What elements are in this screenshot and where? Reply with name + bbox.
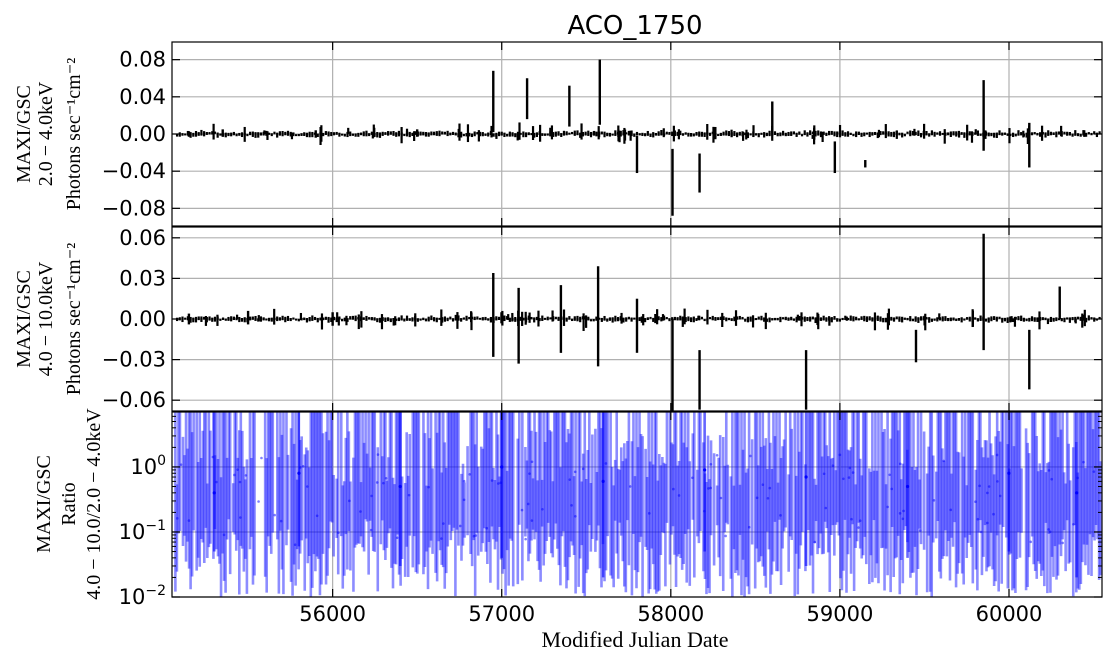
- y-tick-label: 0.04: [119, 85, 166, 109]
- panel-frame: [171, 411, 1103, 598]
- data-point-marker: [297, 471, 301, 475]
- y-tick-label: 10−2: [119, 583, 166, 609]
- ratio-background-points: [175, 453, 1096, 547]
- panel-bottom-ratio: 10−2 10−1 100 56000 57000 58000 59000 60000 MAXI…: [33, 408, 1103, 626]
- y-tick-label: 0.08: [119, 48, 166, 72]
- data-point-marker: [500, 465, 504, 469]
- y-axis-label: Photons sec⁻¹cm⁻²: [63, 243, 85, 396]
- data-point-marker: [804, 475, 808, 479]
- y-tick-label: −0.08: [102, 196, 166, 220]
- y-tick-label: −0.03: [102, 348, 166, 372]
- y-axis-label: 2.0 − 4.0keV: [35, 81, 57, 186]
- y-tick-label: 0.00: [119, 307, 166, 331]
- x-tick-label: 57000: [468, 602, 535, 626]
- background-measurements: [175, 122, 1101, 146]
- x-tick-label: 58000: [637, 602, 704, 626]
- y-axis-label: MAXI/GSC: [13, 85, 35, 183]
- y-tick-label: 10−1: [119, 518, 166, 544]
- panel-top-2-4kev: −0.08 −0.04 0.00 0.04 0.08 MAXI/GSC 2.0 − 4.0k…: [13, 41, 1103, 227]
- chart-title: ACO_1750: [567, 11, 702, 41]
- y-axis-label: Ratio: [58, 482, 80, 525]
- y-tick-label: 0.06: [119, 226, 166, 250]
- x-tick-label: 59000: [807, 602, 874, 626]
- y-axis-label: 4.0 − 10.0keV: [35, 261, 57, 376]
- y-axis-label: MAXI/GSC: [13, 270, 35, 368]
- data-point-marker: [1075, 491, 1079, 495]
- y-axis-label: Photons sec⁻¹cm⁻²: [63, 58, 85, 211]
- y-tick-label: −0.06: [102, 388, 166, 412]
- x-tick-label: 56000: [299, 602, 366, 626]
- y-tick-label: −0.04: [102, 159, 166, 183]
- background-measurements: [175, 308, 1101, 331]
- panel-middle-4-10kev: −0.06 −0.03 0.00 0.03 0.06 MAXI/GSC 4.0 − 10.0…: [13, 226, 1103, 412]
- data-point-marker: [1007, 471, 1011, 475]
- y-tick-label: 100: [130, 453, 166, 479]
- y-axis-label: 4.0 − 10.0/2.0 − 4.0keV: [83, 408, 105, 600]
- y-tick-label: 0.03: [119, 266, 166, 290]
- data-point-marker: [601, 479, 605, 483]
- x-tick-label: 60000: [976, 602, 1043, 626]
- data-point-marker: [398, 484, 402, 489]
- data-point-marker: [905, 484, 910, 489]
- data-point-marker: [703, 468, 707, 472]
- y-tick-label: 0.00: [119, 122, 166, 146]
- data-point-marker: [212, 491, 216, 495]
- x-axis-label: Modified Julian Date: [542, 627, 729, 652]
- ratio-background-bars: [174, 412, 1102, 597]
- y-axis-label: MAXI/GSC: [33, 455, 55, 553]
